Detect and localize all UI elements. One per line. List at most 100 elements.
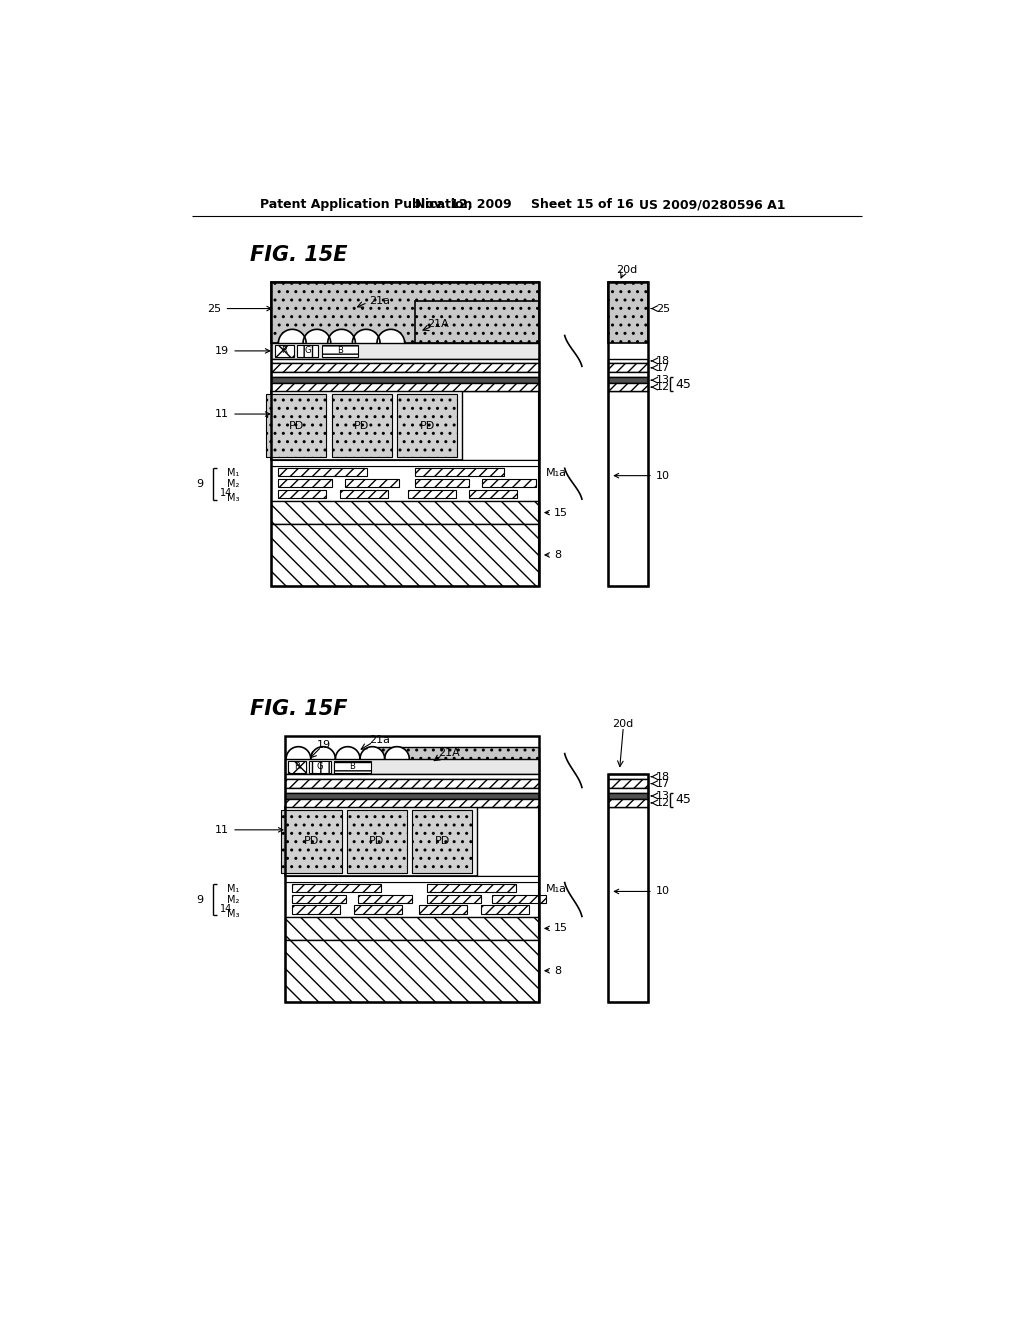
Bar [334, 760, 371, 774]
Bar [279, 479, 333, 487]
Bar [608, 363, 648, 372]
Text: 14: 14 [220, 904, 232, 913]
Bar [285, 799, 539, 807]
Bar [397, 395, 457, 457]
Bar [275, 345, 294, 358]
Text: PD: PD [435, 837, 450, 846]
Text: Patent Application Publication: Patent Application Publication [260, 198, 472, 211]
Text: 21A: 21A [438, 748, 461, 758]
Bar [481, 479, 536, 487]
Polygon shape [286, 747, 310, 759]
Bar [416, 301, 539, 343]
Text: 12: 12 [655, 797, 670, 808]
Bar [279, 469, 367, 477]
Bar [477, 807, 539, 876]
Text: G: G [316, 762, 324, 771]
Bar [608, 775, 648, 1002]
Polygon shape [352, 330, 380, 343]
Bar [608, 383, 648, 391]
Bar [481, 906, 528, 913]
Bar [297, 345, 318, 358]
Text: G: G [304, 346, 311, 355]
Bar [413, 810, 472, 873]
Text: Sheet 15 of 16: Sheet 15 of 16 [531, 198, 634, 211]
Text: 9: 9 [197, 895, 204, 904]
Polygon shape [385, 747, 410, 759]
Bar [427, 895, 481, 903]
Bar [416, 469, 504, 477]
Text: 21A: 21A [427, 319, 449, 329]
Polygon shape [310, 747, 336, 759]
Text: 10: 10 [614, 887, 670, 896]
Text: M₁: M₁ [226, 469, 240, 478]
Bar [608, 281, 648, 586]
Bar [358, 895, 413, 903]
Bar [292, 895, 346, 903]
Bar [285, 917, 539, 940]
Bar [282, 810, 342, 873]
Text: M₃: M₃ [226, 909, 240, 919]
Bar [322, 345, 358, 358]
Text: M₃: M₃ [226, 494, 240, 503]
Bar [285, 876, 539, 882]
Bar [292, 884, 381, 892]
Text: 12: 12 [655, 381, 670, 392]
Bar [608, 779, 648, 788]
Text: M₁: M₁ [226, 884, 240, 894]
Bar [271, 461, 539, 466]
Bar [408, 490, 456, 498]
Bar [271, 343, 539, 359]
Bar [493, 895, 547, 903]
Bar [608, 281, 648, 343]
Text: 15: 15 [545, 924, 568, 933]
Text: 10: 10 [614, 471, 670, 480]
Bar [285, 882, 539, 917]
Text: PD: PD [354, 421, 370, 430]
Bar [266, 395, 326, 457]
Text: 45: 45 [675, 378, 691, 391]
Bar [377, 747, 539, 780]
Bar [288, 760, 306, 774]
Bar [271, 466, 539, 502]
Text: 11: 11 [215, 409, 269, 418]
Text: PD: PD [304, 837, 319, 846]
Text: 17: 17 [655, 363, 670, 372]
Text: 8: 8 [545, 966, 561, 975]
Text: R: R [294, 762, 300, 771]
Bar [271, 383, 539, 391]
Text: 9: 9 [197, 479, 204, 488]
Bar [427, 884, 515, 892]
Bar [279, 490, 326, 498]
Bar [285, 807, 539, 876]
Bar [271, 281, 539, 586]
Text: 15: 15 [545, 508, 568, 517]
Bar [416, 479, 469, 487]
Bar [332, 395, 391, 457]
Text: Nov. 12, 2009: Nov. 12, 2009 [416, 198, 512, 211]
Text: 45: 45 [675, 793, 691, 807]
Text: FIG. 15F: FIG. 15F [250, 700, 347, 719]
Bar [608, 378, 648, 383]
Text: 19: 19 [215, 346, 269, 356]
Text: 17: 17 [655, 779, 670, 788]
Bar [285, 779, 539, 788]
Bar [271, 363, 539, 372]
Bar [608, 793, 648, 799]
Bar [285, 737, 539, 1002]
Text: M₂: M₂ [226, 895, 240, 904]
Bar [271, 502, 539, 524]
Text: 21a: 21a [370, 296, 390, 306]
Bar [347, 810, 407, 873]
Text: M₁a: M₁a [547, 884, 567, 894]
Bar [354, 906, 401, 913]
Text: M₂: M₂ [226, 479, 240, 488]
Bar [271, 391, 539, 461]
Bar [285, 940, 539, 1002]
Text: 19: 19 [316, 741, 331, 750]
Text: 18: 18 [655, 356, 670, 366]
Text: PD: PD [289, 421, 304, 430]
Text: R: R [282, 346, 288, 355]
Bar [285, 788, 539, 793]
Bar [608, 799, 648, 807]
Text: 20d: 20d [611, 719, 633, 730]
